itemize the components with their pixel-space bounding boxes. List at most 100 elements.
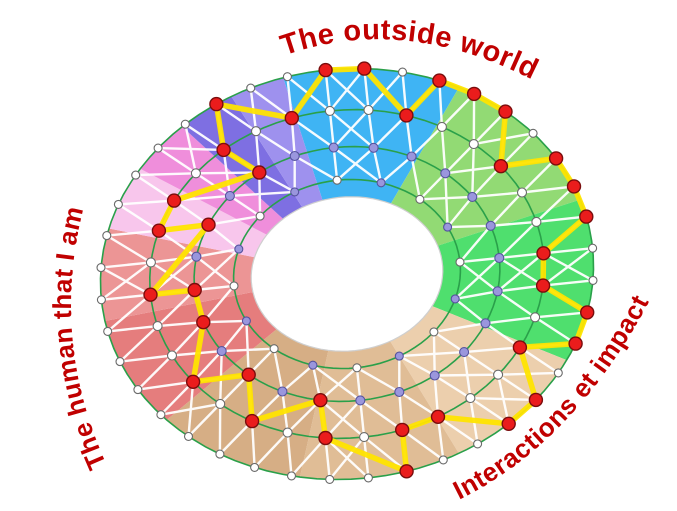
node bbox=[588, 275, 598, 285]
red-node bbox=[535, 278, 551, 293]
node bbox=[397, 67, 408, 77]
red-node bbox=[318, 430, 333, 446]
node bbox=[286, 471, 297, 481]
node bbox=[282, 72, 292, 82]
red-node bbox=[166, 193, 182, 208]
node bbox=[465, 393, 476, 404]
node bbox=[438, 455, 448, 465]
node bbox=[429, 370, 440, 381]
node bbox=[153, 143, 163, 153]
red-node bbox=[466, 86, 482, 102]
node bbox=[516, 187, 528, 198]
node bbox=[215, 449, 225, 459]
node bbox=[282, 427, 293, 438]
sector-purple-dark bbox=[182, 96, 303, 219]
node bbox=[493, 369, 504, 380]
node bbox=[156, 410, 166, 420]
red-node bbox=[568, 336, 583, 351]
node bbox=[246, 83, 256, 93]
red-node bbox=[512, 340, 528, 355]
node bbox=[103, 326, 113, 336]
node bbox=[190, 168, 201, 179]
red-node bbox=[185, 374, 201, 389]
node bbox=[224, 190, 235, 201]
node bbox=[308, 360, 318, 370]
highlight-nodes bbox=[143, 61, 595, 479]
red-node bbox=[318, 62, 333, 78]
node bbox=[215, 398, 226, 409]
node bbox=[455, 257, 465, 267]
node bbox=[363, 473, 373, 483]
red-node bbox=[579, 209, 594, 224]
node bbox=[440, 168, 451, 179]
red-node bbox=[143, 287, 158, 302]
node bbox=[166, 350, 178, 361]
node bbox=[96, 263, 106, 273]
node bbox=[429, 327, 439, 337]
node bbox=[359, 432, 370, 443]
node bbox=[250, 462, 260, 472]
node bbox=[191, 251, 202, 262]
node bbox=[332, 175, 342, 185]
hole-outline bbox=[250, 196, 444, 352]
red-node bbox=[566, 179, 582, 194]
node bbox=[436, 121, 447, 132]
node bbox=[467, 191, 478, 202]
red-node bbox=[151, 223, 167, 238]
node bbox=[324, 105, 335, 116]
node bbox=[468, 139, 479, 150]
red-node bbox=[536, 246, 551, 261]
node bbox=[352, 363, 362, 373]
red-node bbox=[244, 413, 260, 429]
node bbox=[290, 187, 300, 197]
red-node bbox=[501, 416, 516, 431]
red-node bbox=[241, 367, 256, 382]
node bbox=[528, 128, 538, 138]
node bbox=[269, 344, 279, 354]
node bbox=[553, 368, 563, 378]
node bbox=[115, 357, 125, 367]
node bbox=[406, 151, 417, 162]
red-node bbox=[313, 393, 328, 408]
node bbox=[530, 312, 541, 323]
node bbox=[492, 286, 503, 297]
node bbox=[113, 199, 123, 209]
sector-pink-pale bbox=[108, 168, 267, 258]
node bbox=[368, 142, 379, 153]
node bbox=[180, 119, 190, 129]
red-node bbox=[399, 108, 414, 123]
node bbox=[494, 252, 505, 264]
node bbox=[394, 386, 405, 398]
nodes bbox=[96, 67, 598, 484]
node bbox=[485, 220, 496, 231]
red-node bbox=[216, 142, 231, 158]
node bbox=[355, 395, 366, 406]
red-node bbox=[187, 282, 202, 298]
node bbox=[480, 318, 491, 329]
node bbox=[415, 194, 425, 204]
node bbox=[102, 231, 112, 241]
red-node bbox=[580, 305, 595, 320]
node bbox=[325, 474, 335, 484]
node bbox=[363, 104, 374, 116]
red-node bbox=[252, 165, 267, 180]
red-node bbox=[201, 217, 216, 232]
red-node bbox=[395, 422, 410, 438]
node bbox=[96, 295, 106, 305]
red-node bbox=[196, 315, 211, 330]
node bbox=[376, 178, 386, 188]
red-node bbox=[432, 73, 447, 88]
node bbox=[216, 346, 227, 357]
node bbox=[443, 222, 453, 232]
red-node bbox=[209, 96, 224, 112]
node bbox=[394, 351, 404, 361]
red-node bbox=[498, 104, 513, 119]
node bbox=[183, 431, 194, 441]
red-node bbox=[548, 151, 564, 166]
node bbox=[241, 316, 251, 326]
red-node bbox=[430, 409, 446, 424]
node bbox=[588, 243, 598, 253]
node bbox=[459, 347, 470, 358]
